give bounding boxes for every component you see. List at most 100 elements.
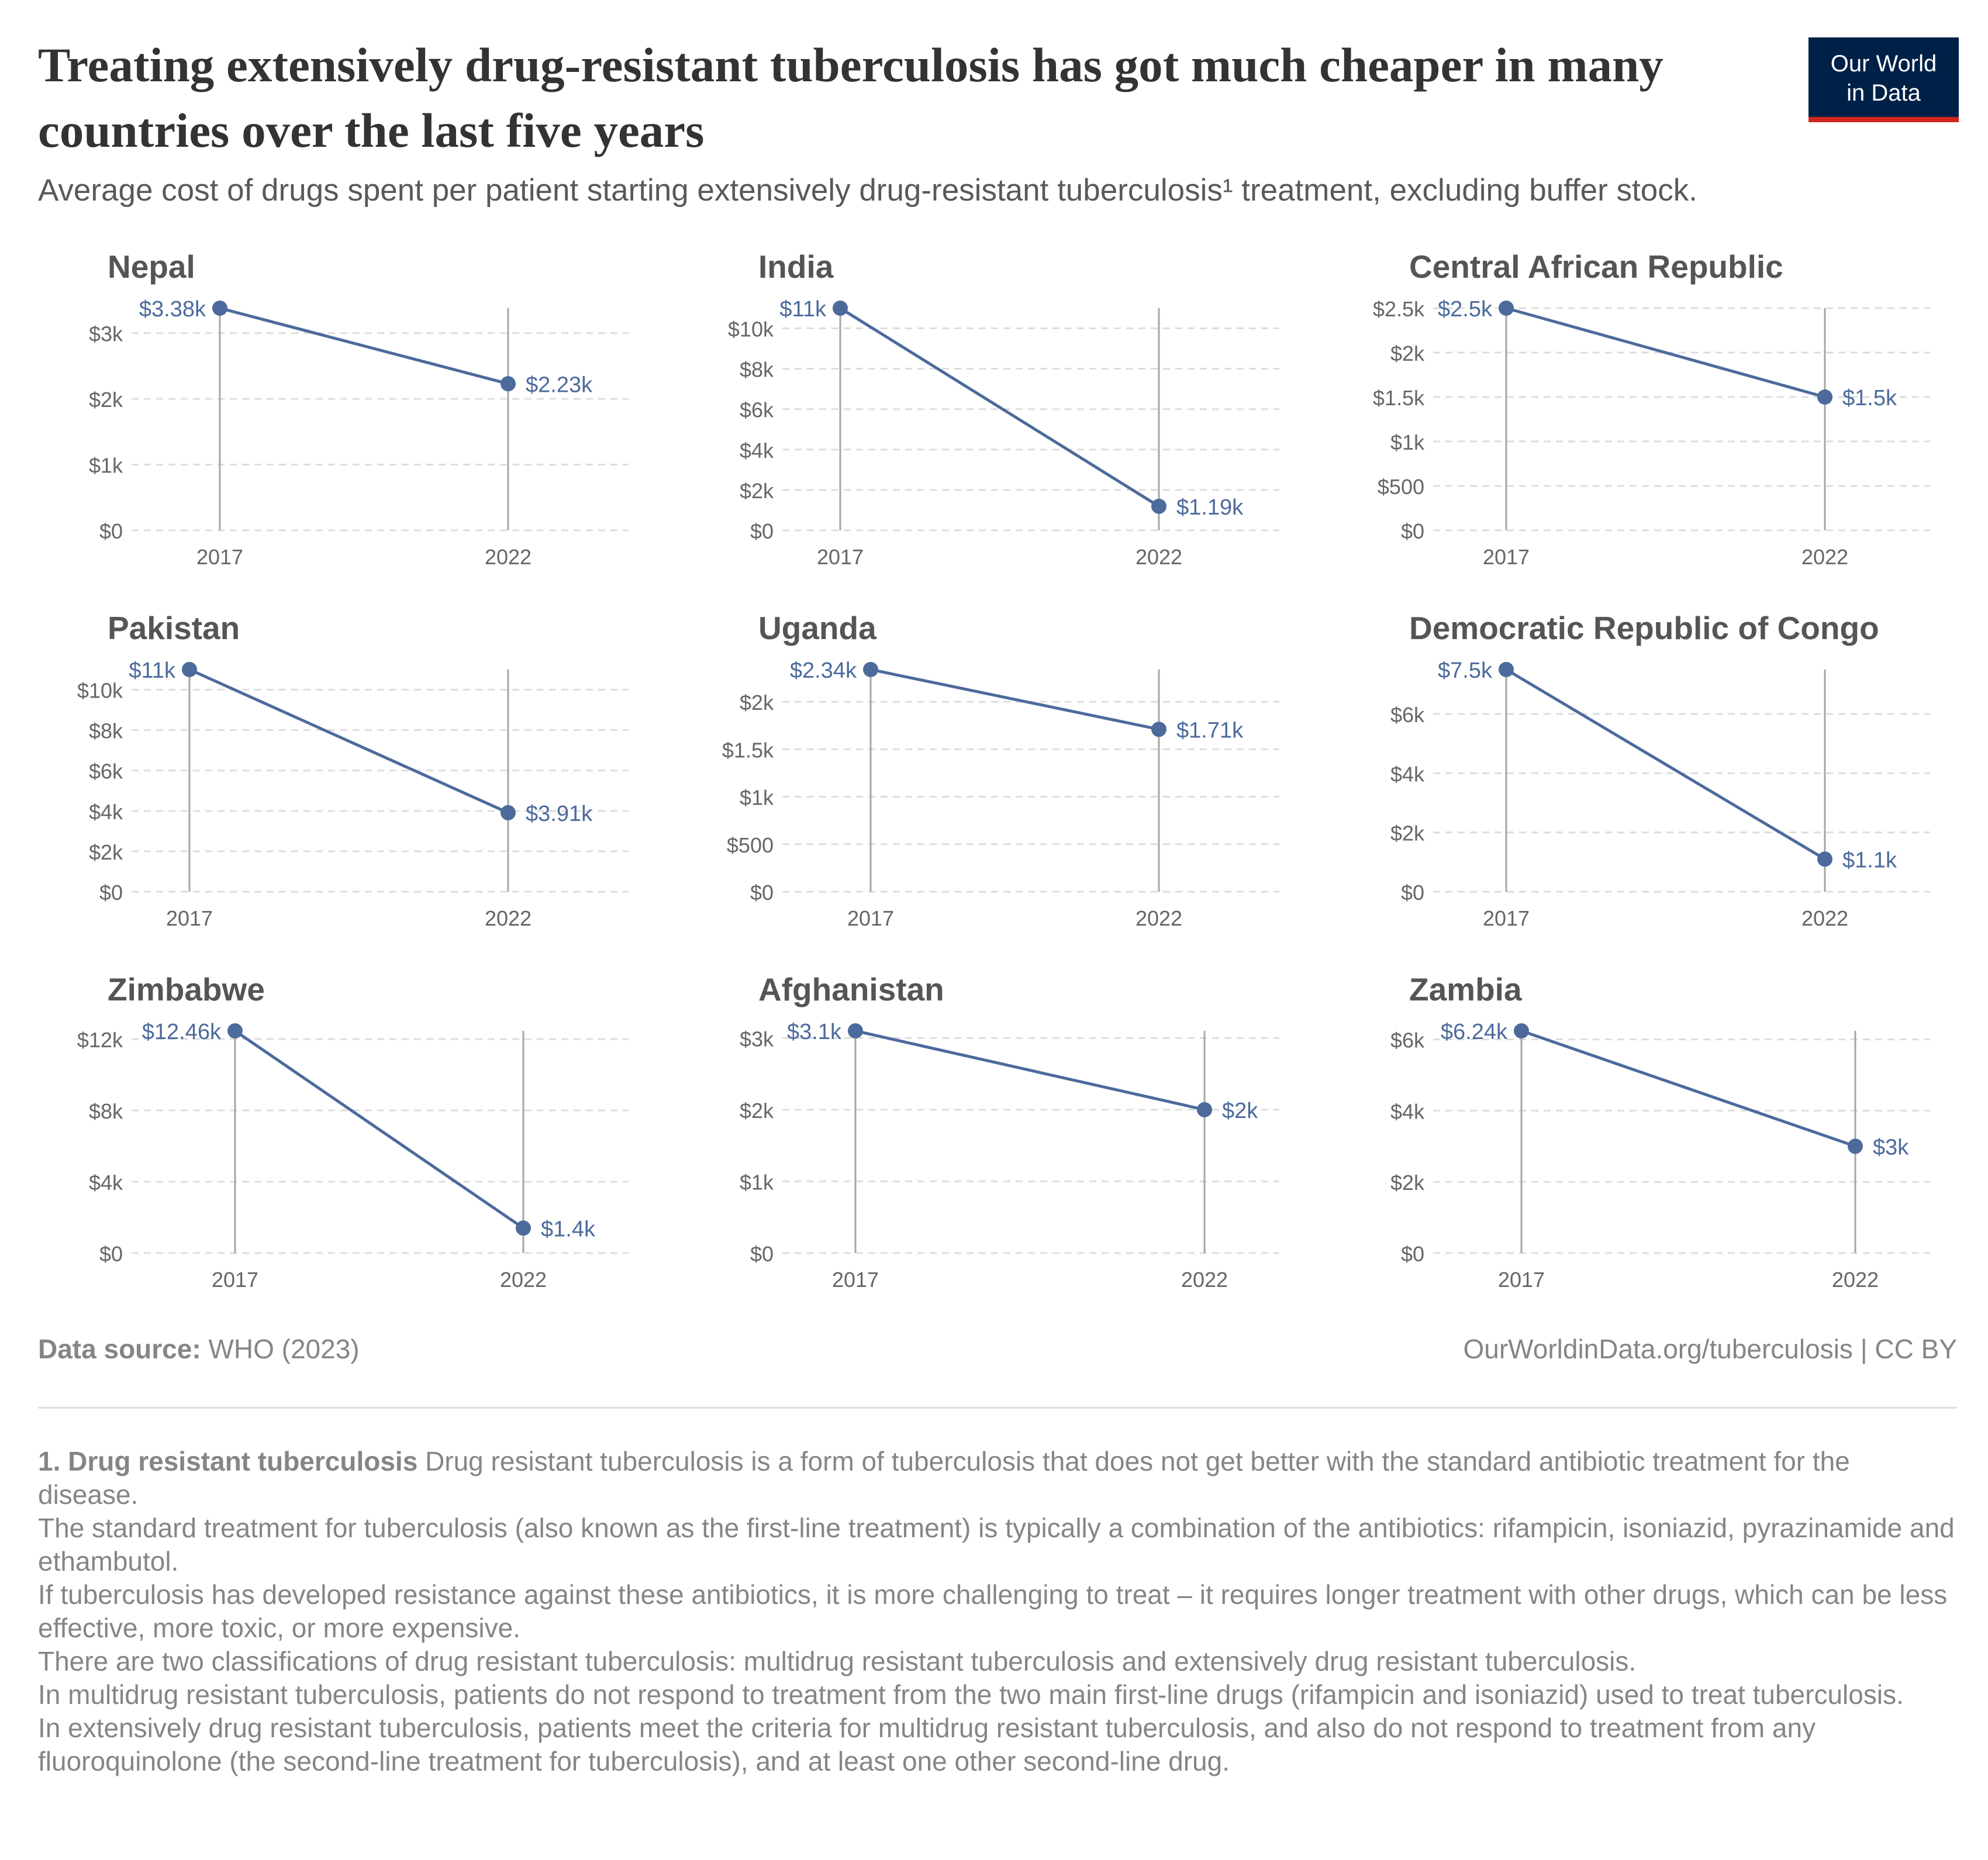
data-source-label: Data source: [38, 1334, 201, 1364]
data-label: $1.1k [1842, 848, 1897, 872]
panel-uganda: Uganda $0 $500 $1k $1.5k $2k 2017 2022 $2.34k $1… [689, 608, 1332, 959]
series-line [188, 668, 509, 815]
data-source-value[interactable]: WHO (2023) [208, 1334, 360, 1364]
x-tick-label: 2017 [832, 1268, 879, 1292]
data-label: $11k [129, 658, 176, 683]
panel-nepal: Nepal $0 $1k $2k $3k 2017 2022 $3.38k $2.23k [38, 247, 681, 598]
x-tick-label: 2022 [1181, 1268, 1228, 1292]
panel-chart: $0 $2k $4k $6k $8k $10k 2017 2022 $11k $1.19k [728, 297, 1279, 569]
panel-pakistan: Pakistan $0 $2k $4k $6k $8k $10k 2017 2022 $11k $… [38, 608, 681, 959]
data-point [227, 1023, 243, 1038]
panel-zambia: Zambia $0 $2k $4k $6k 2017 2022 $6.24k $3k [1340, 969, 1983, 1320]
y-tick-label: $500 [1378, 475, 1424, 499]
y-tick-label: $2.5k [1373, 297, 1425, 321]
panel-chart: $0 $500 $1k $1.5k $2k $2.5k 2017 2022 $2.5k $1.5k [1373, 297, 1930, 569]
y-tick-label: $0 [1401, 1242, 1424, 1266]
panel-afghanistan: Afghanistan $0 $1k $2k $3k 2017 2022 $3.1k $2k [689, 969, 1332, 1320]
data-label: $2k [1222, 1099, 1258, 1123]
y-tick-label: $1k [740, 1170, 774, 1194]
data-label: $2.23k [526, 372, 593, 397]
footnote-paragraph: In extensively drug resistant tuberculos… [38, 1713, 1816, 1776]
y-tick-label: $4k [89, 1171, 123, 1195]
y-tick-label: $6k [1390, 703, 1425, 727]
y-tick-label: $1.5k [722, 738, 774, 762]
data-point [863, 662, 878, 677]
panel-title: Nepal [108, 249, 195, 285]
y-tick-label: $0 [99, 881, 123, 905]
series-line [1505, 668, 1826, 861]
owid-logo[interactable]: Our World in Data [1808, 37, 1959, 122]
y-tick-label: $10k [728, 318, 774, 341]
data-point [1197, 1102, 1212, 1117]
y-tick-label: $10k [77, 679, 123, 703]
panel-chart: $0 $1k $2k $3k 2017 2022 $3.1k $2k [740, 1020, 1279, 1292]
footnote-paragraph: In multidrug resistant tuberculosis, pat… [38, 1679, 1904, 1710]
y-tick-label: $1k [1390, 430, 1425, 454]
logo-line-1: Our World [1830, 51, 1937, 77]
x-tick-label: 2017 [847, 906, 894, 930]
y-tick-label: $1.5k [1373, 386, 1425, 410]
y-tick-label: $0 [750, 881, 774, 905]
footnotes: 1. Drug resistant tuberculosis Drug resi… [38, 1445, 1957, 1778]
y-tick-label: $4k [89, 800, 123, 824]
series-line [234, 1029, 524, 1230]
y-tick-label: $2k [1390, 341, 1425, 365]
panel-india: India $0 $2k $4k $6k $8k $10k 2017 2022 $11k $1.1… [689, 247, 1332, 598]
data-label: $7.5k [1438, 658, 1493, 683]
y-tick-label: $4k [1390, 1099, 1425, 1123]
data-label: $6.24k [1441, 1020, 1508, 1044]
footnote-paragraph: 1. Drug resistant tuberculosis Drug resi… [38, 1445, 1957, 1512]
data-label: $1.71k [1176, 718, 1244, 743]
data-label: $3.91k [526, 802, 593, 826]
series-line [1521, 1029, 1856, 1148]
y-tick-label: $2k [89, 388, 123, 412]
data-point [1817, 851, 1832, 867]
x-tick-label: 2022 [1135, 545, 1182, 569]
data-label: $1.4k [541, 1217, 596, 1241]
x-tick-label: 2022 [1135, 906, 1182, 930]
x-tick-label: 2017 [1483, 545, 1530, 569]
data-label: $1.5k [1842, 386, 1897, 410]
data-point [501, 376, 516, 392]
y-tick-label: $2k [740, 691, 774, 715]
data-point [1151, 498, 1166, 514]
series-line [1506, 306, 1825, 399]
credit-link[interactable]: OurWorldinData.org/tuberculosis | CC BY [1463, 1334, 1957, 1364]
series-line [855, 1029, 1205, 1112]
y-tick-label: $500 [727, 833, 774, 857]
series-line [219, 306, 509, 385]
x-tick-label: 2017 [212, 1268, 258, 1292]
x-tick-label: 2022 [485, 906, 531, 930]
footnote-paragraph: The standard treatment for tuberculosis … [38, 1513, 1955, 1576]
panel-title: Zambia [1409, 971, 1522, 1007]
data-label: $3k [1873, 1135, 1909, 1160]
panel-title: India [758, 249, 834, 285]
y-tick-label: $8k [89, 1099, 123, 1123]
panel-democratic-republic-of-congo: Democratic Republic of Congo $0 $2k $4k $6k… [1340, 608, 1983, 959]
x-tick-label: 2022 [500, 1268, 547, 1292]
footnote-text: Drug resistant tuberculosis is a form of… [38, 1446, 1850, 1510]
footnote-heading: 1. Drug resistant tuberculosis [38, 1446, 418, 1476]
y-tick-label: $0 [750, 1242, 774, 1266]
y-tick-label: $3k [740, 1027, 774, 1051]
data-label: $3.1k [787, 1020, 842, 1044]
y-tick-label: $0 [1401, 519, 1424, 543]
data-point [182, 662, 197, 677]
y-tick-label: $2k [1390, 822, 1425, 846]
chart-title: Treating extensively drug-resistant tube… [38, 38, 1663, 157]
panel-title: Uganda [758, 610, 876, 646]
y-tick-label: $0 [99, 1242, 123, 1266]
y-tick-label: $8k [89, 719, 123, 743]
panel-chart: $0 $500 $1k $1.5k $2k 2017 2022 $2.34k $1.71k [722, 658, 1279, 930]
data-label: $11k [779, 297, 827, 322]
x-tick-label: 2017 [1483, 906, 1530, 930]
y-tick-label: $12k [77, 1028, 123, 1052]
x-tick-label: 2022 [485, 545, 531, 569]
panel-title: Afghanistan [758, 971, 944, 1007]
series-line [870, 668, 1159, 731]
logo-line-2: in Data [1847, 80, 1921, 106]
footnote-paragraph: If tuberculosis has developed resistance… [38, 1579, 1948, 1643]
data-point [1514, 1023, 1529, 1038]
panel-title: Pakistan [108, 610, 240, 646]
footer-divider [38, 1407, 1957, 1409]
